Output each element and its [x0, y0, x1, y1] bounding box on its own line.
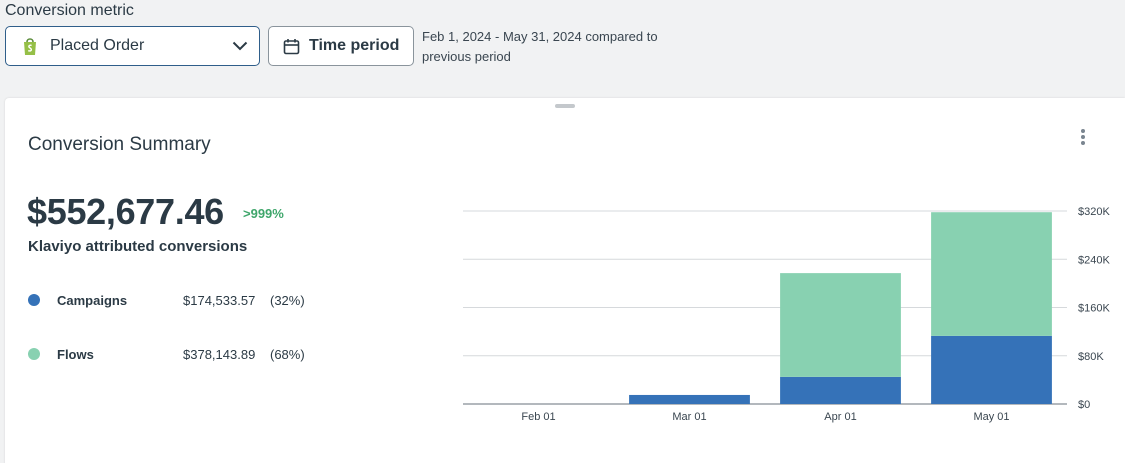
legend-percent: (32%) — [270, 292, 305, 308]
y-tick-label: $0 — [1078, 399, 1090, 411]
metric-selected-value: Placed Order — [50, 37, 145, 54]
campaigns-color-dot — [28, 294, 40, 306]
x-tick-label: May 01 — [973, 411, 1009, 423]
time-period-label: Time period — [309, 37, 400, 54]
x-tick-label: Mar 01 — [672, 411, 706, 423]
conversion-metric-label: Conversion metric — [5, 2, 134, 19]
drag-handle[interactable] — [555, 104, 575, 108]
kebab-menu-icon[interactable] — [1073, 126, 1093, 148]
flows-color-dot — [28, 348, 40, 360]
conversion-bar-chart: $0 $80K $160K $240K $320K Feb 01 Mar 01 Apr 01 M… — [463, 206, 1110, 423]
bar-flows[interactable] — [931, 212, 1052, 336]
bar-campaigns[interactable] — [780, 376, 901, 404]
change-percentage: >999% — [243, 206, 284, 221]
y-tick-label: $320K — [1078, 206, 1110, 218]
bar-flows[interactable] — [780, 273, 901, 377]
legend-name: Flows — [57, 346, 94, 362]
conversion-summary-card: Conversion Summary $552,677.46 >999% Kla… — [5, 98, 1125, 463]
y-tick-label: $160K — [1078, 303, 1110, 315]
attribution-subtitle: Klaviyo attributed conversions — [28, 238, 248, 255]
x-tick-label: Apr 01 — [824, 411, 856, 423]
legend-percent: (68%) — [270, 346, 305, 362]
legend-value: $174,533.57 — [183, 292, 256, 308]
legend-value: $378,143.89 — [183, 346, 256, 362]
y-tick-label: $80K — [1078, 351, 1104, 363]
x-tick-label: Feb 01 — [521, 411, 555, 423]
bar-campaigns[interactable] — [931, 335, 1052, 404]
y-tick-label: $240K — [1078, 254, 1110, 266]
chevron-down-icon — [231, 37, 249, 55]
time-period-button[interactable]: Time period — [268, 26, 414, 66]
legend-item-flows: Flows $378,143.89 (68%) — [28, 344, 305, 364]
calendar-icon — [282, 37, 300, 55]
bar-campaigns[interactable] — [629, 394, 750, 404]
total-conversions-value: $552,677.46 — [27, 191, 224, 232]
legend-name: Campaigns — [57, 292, 128, 308]
card-title: Conversion Summary — [28, 134, 211, 155]
shopify-bag-icon — [20, 35, 40, 57]
date-range-text: Feb 1, 2024 - May 31, 2024 compared to p… — [422, 29, 658, 64]
legend-item-campaigns: Campaigns $174,533.57 (32%) — [28, 290, 305, 310]
conversion-metric-dropdown[interactable]: Placed Order — [5, 26, 260, 66]
